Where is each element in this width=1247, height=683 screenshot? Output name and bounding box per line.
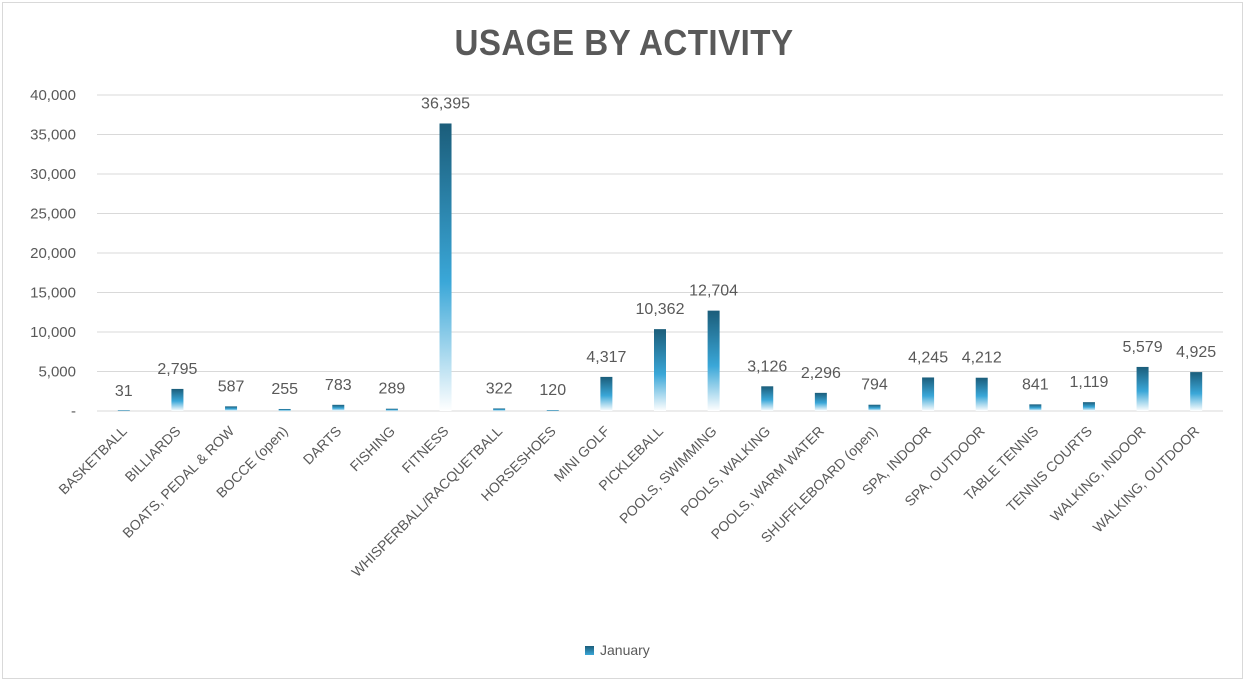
data-label: 587 <box>218 378 245 395</box>
x-tick-label: POOLS, SWIMMING <box>616 423 720 527</box>
data-label: 36,395 <box>421 95 470 112</box>
y-tick-label: 25,000 <box>30 206 76 223</box>
data-label: 2,296 <box>801 365 841 382</box>
x-tick-label: DARTS <box>300 423 345 468</box>
bar <box>225 406 238 411</box>
data-label: 12,704 <box>689 283 738 300</box>
data-label: 120 <box>539 382 566 399</box>
bar <box>546 410 559 411</box>
bar <box>332 404 345 411</box>
y-tick-label: 5,000 <box>38 364 76 381</box>
bar <box>922 377 935 411</box>
data-label: 4,925 <box>1176 344 1216 361</box>
x-tick-label: FITNESS <box>399 423 452 476</box>
bar <box>868 404 881 411</box>
bar <box>278 408 291 411</box>
y-tick-label: 10,000 <box>30 324 76 341</box>
y-tick-label: 30,000 <box>30 166 76 183</box>
data-label: 289 <box>379 381 406 398</box>
y-tick-label: 20,000 <box>30 245 76 262</box>
bar <box>654 329 666 411</box>
data-label: 3,126 <box>747 358 787 375</box>
legend: January <box>585 642 650 658</box>
data-label: 4,212 <box>962 350 1002 367</box>
bar <box>385 408 398 411</box>
bar <box>814 392 827 411</box>
bar <box>761 386 774 411</box>
x-tick-label: POOLS, WALKING <box>677 423 773 519</box>
chart-title: USAGE BY ACTIVITY <box>454 22 794 63</box>
y-tick-label: 15,000 <box>30 285 76 302</box>
data-label: 4,317 <box>586 349 626 366</box>
data-label: 783 <box>325 377 352 394</box>
data-label: 255 <box>271 381 298 398</box>
bar <box>493 408 506 411</box>
data-label: 2,795 <box>157 361 197 378</box>
data-label: 1,119 <box>1070 374 1109 391</box>
bar <box>975 377 988 411</box>
bar <box>439 123 452 412</box>
bar <box>1029 404 1042 411</box>
data-label: 31 <box>115 383 133 400</box>
legend-label: January <box>600 642 650 658</box>
bar <box>707 310 720 411</box>
y-tick-label: - <box>71 403 76 420</box>
x-tick-label: WALKING, OUTDOOR <box>1090 423 1203 536</box>
bar <box>117 410 130 411</box>
bar <box>1082 402 1095 411</box>
legend-swatch <box>585 645 594 655</box>
y-tick-label: 35,000 <box>30 127 76 144</box>
x-tick-label: FISHING <box>347 423 398 474</box>
y-tick-label: 40,000 <box>30 87 76 104</box>
data-label: 841 <box>1022 376 1049 393</box>
data-label: 4,245 <box>908 349 948 366</box>
x-tick-label: BASKETBALL <box>55 423 130 498</box>
data-label: 322 <box>486 380 513 397</box>
data-label: 5,579 <box>1123 339 1163 356</box>
bar <box>1190 372 1203 411</box>
bar <box>1136 366 1149 411</box>
data-label: 794 <box>861 377 888 394</box>
bar <box>171 388 184 411</box>
bar <box>600 376 613 411</box>
data-label: 10,362 <box>636 301 685 318</box>
x-tick-label: WALKING, INDOOR <box>1047 423 1149 525</box>
